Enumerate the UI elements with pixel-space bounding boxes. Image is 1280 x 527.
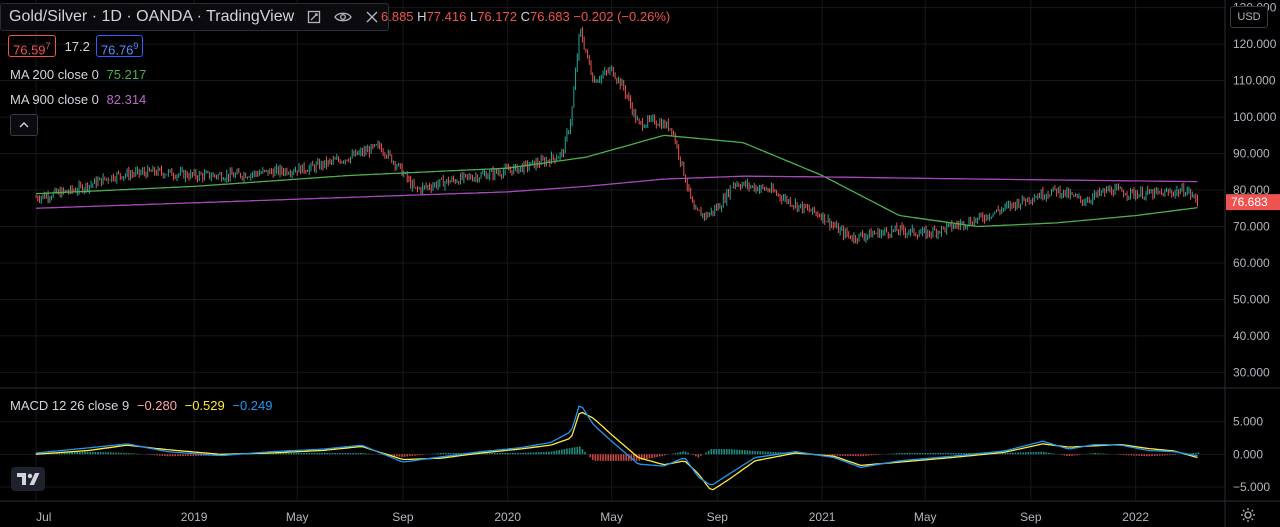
change-value: −0.202 (−0.26%): [573, 9, 671, 24]
ask-price: 76.76: [100, 42, 134, 58]
interval: 1D: [101, 8, 122, 25]
close-icon[interactable]: [364, 9, 380, 25]
low-value: 76.172: [477, 9, 517, 24]
ma200-legend[interactable]: MA 200 close 0 75.217: [10, 67, 146, 82]
price-tick-label: 120.000: [1233, 37, 1277, 51]
price-lines: [36, 134, 1198, 228]
time-tick-label: May: [286, 510, 309, 524]
high-label: H: [417, 9, 427, 24]
spread: 17.2: [64, 38, 90, 54]
signal-line: [36, 411, 1198, 491]
price-tick-label: 100.000: [1233, 110, 1277, 124]
low-label: L: [469, 9, 478, 24]
chevron-up-icon: [19, 122, 29, 128]
time-tick-label: Sep: [392, 510, 414, 524]
close-value: 76.683: [529, 9, 570, 24]
symbol-name: Gold/Silver: [9, 8, 88, 25]
time-tick-label: May: [600, 510, 623, 524]
high-value: 77.416: [426, 9, 467, 24]
price-tick-label: 90.000: [1233, 147, 1270, 161]
ma200-value: 75.217: [106, 67, 147, 82]
macd-lines: [36, 405, 1198, 491]
last-price-marker: [1226, 194, 1280, 211]
tradingview-logo[interactable]: [11, 467, 45, 491]
symbol-title-bar[interactable]: Gold/Silver · 1D · OANDA · TradingView: [0, 3, 390, 31]
price-candles: [35, 26, 1199, 245]
price-tick-label: 70.000: [1233, 220, 1270, 234]
buy-button[interactable]: 76.769: [95, 35, 144, 58]
currency-button[interactable]: USD: [1230, 6, 1268, 28]
time-tick-label: 2019: [181, 510, 208, 524]
ma200-label: MA 200 close 0: [10, 67, 99, 82]
price-tick-label: 40.000: [1233, 329, 1270, 343]
macd-legend[interactable]: MACD 12 26 close 9 −0.280 −0.529 −0.249: [10, 398, 272, 413]
symbol-title: Gold/Silver · 1D · OANDA · TradingView: [9, 8, 295, 25]
settings-gear-icon[interactable]: [1240, 507, 1256, 523]
tradingview-logo-icon: [17, 473, 40, 485]
platform: TradingView: [206, 8, 295, 25]
ma900-line: [36, 175, 1198, 209]
macd-tick-label: 5.000: [1233, 415, 1263, 429]
eye-icon[interactable]: [334, 9, 352, 25]
price-tick-label: 80.000: [1233, 183, 1270, 197]
macd-line: [36, 405, 1198, 486]
price-tick-label: 30.000: [1233, 365, 1270, 379]
macd-tick-label: −5.000: [1233, 480, 1270, 494]
bid-pip: 7: [45, 41, 51, 51]
time-tick-label: 2022: [1122, 510, 1149, 524]
price-tick-label: 110.000: [1233, 74, 1276, 88]
open-value: 6.885: [381, 9, 414, 24]
time-tick-label: Jul: [36, 510, 51, 524]
collapse-legend-button[interactable]: [10, 114, 38, 136]
chart-grid: [0, 0, 1225, 501]
macd-value: −0.249: [232, 398, 273, 413]
price-tick-label: 60.000: [1233, 256, 1270, 270]
bid-ask-panel: 76.597 17.2 76.769: [8, 35, 144, 58]
macd-label: MACD 12 26 close 9: [10, 398, 130, 413]
time-tick-label: May: [914, 510, 937, 524]
broker: OANDA: [136, 8, 193, 25]
time-tick-label: 2021: [809, 510, 836, 524]
ma200-line: [36, 134, 1198, 228]
time-tick-label: 2020: [494, 510, 521, 524]
price-tick-label: 50.000: [1233, 292, 1270, 306]
macd-tick-label: 0.000: [1233, 447, 1263, 461]
ma900-value: 82.314: [106, 92, 147, 107]
macd-hist-value: −0.280: [136, 398, 177, 413]
close-label: C: [520, 9, 530, 24]
last-price-label: 76.683: [1231, 195, 1268, 209]
compare-icon[interactable]: [306, 9, 322, 25]
ma900-label: MA 900 close 0: [10, 92, 99, 107]
ohlc-values: 6.885 H77.416 L76.172 C76.683 −0.202 (−0…: [381, 9, 670, 24]
time-tick-label: Sep: [707, 510, 729, 524]
bid-price: 76.59: [13, 42, 46, 58]
time-tick-label: Sep: [1020, 510, 1042, 524]
ask-pip: 9: [133, 41, 139, 51]
macd-signal-value: −0.529: [184, 398, 225, 413]
ma900-legend[interactable]: MA 900 close 0 82.314: [10, 92, 146, 107]
sell-button[interactable]: 76.597: [8, 35, 56, 57]
